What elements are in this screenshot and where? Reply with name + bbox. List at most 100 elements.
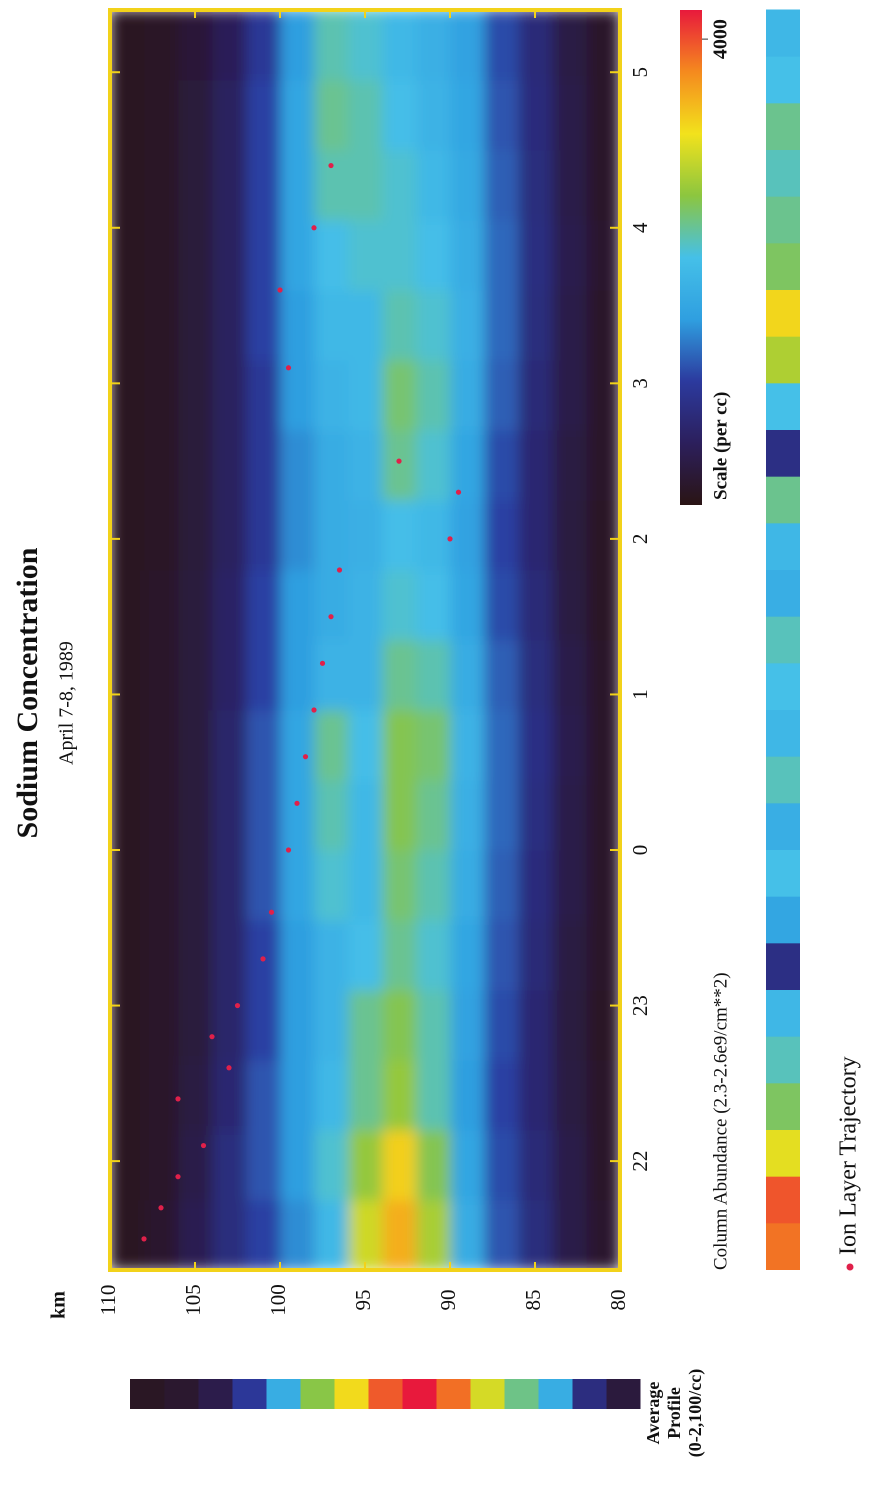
column-abundance-cell <box>766 990 800 1037</box>
heat-cell <box>246 640 281 711</box>
legend-marker <box>847 1264 854 1271</box>
heatmap-area <box>110 10 621 1271</box>
average-profile-cell <box>232 1379 267 1409</box>
heat-cell <box>280 150 315 221</box>
column-abundance-cell <box>766 10 800 57</box>
heat-cell <box>348 220 383 291</box>
heat-cell <box>212 780 247 851</box>
heat-cell <box>450 570 485 641</box>
trajectory-point <box>269 910 274 915</box>
heat-cell <box>518 640 553 711</box>
heat-cell <box>552 1130 587 1201</box>
heat-cell <box>586 780 621 851</box>
heat-cell <box>416 500 451 571</box>
trajectory-point <box>286 847 291 852</box>
trajectory-point <box>141 1236 146 1241</box>
heat-cell <box>518 1060 553 1131</box>
heat-cell <box>518 10 553 81</box>
heat-cell <box>280 1130 315 1201</box>
heat-cell <box>416 150 451 221</box>
heat-cell <box>144 500 179 571</box>
trajectory-point <box>328 614 333 619</box>
column-abundance-cell <box>766 196 800 243</box>
colorbar <box>680 10 702 505</box>
heat-cell <box>518 920 553 991</box>
heat-cell <box>212 1200 247 1271</box>
rotated-figure: Sodium Concentration April 7-8, 1989 km … <box>11 10 862 1458</box>
trajectory-point <box>175 1174 180 1179</box>
heat-cell <box>280 990 315 1061</box>
x-tick-label: 22 <box>628 1151 652 1172</box>
trajectory-point <box>456 490 461 495</box>
heat-cell <box>212 990 247 1061</box>
column-abundance-cell <box>766 1176 800 1223</box>
heat-cell <box>348 1200 383 1271</box>
average-profile-label: Profile <box>664 1387 684 1439</box>
heat-cell <box>586 1060 621 1131</box>
heat-cell <box>280 290 315 361</box>
column-abundance-cell <box>766 383 800 430</box>
heat-cell <box>348 150 383 221</box>
heat-cell <box>484 710 519 781</box>
heat-cell <box>518 1130 553 1201</box>
heat-cell <box>518 990 553 1061</box>
heat-cell <box>178 780 213 851</box>
heat-cell <box>552 80 587 151</box>
heat-cell <box>246 500 281 571</box>
heat-cell <box>280 10 315 81</box>
heat-cell <box>382 290 417 361</box>
heat-cell <box>212 150 247 221</box>
column-abundance-cell <box>766 570 800 617</box>
heat-cell <box>280 710 315 781</box>
heat-cell <box>450 1200 485 1271</box>
heat-cell <box>348 290 383 361</box>
heat-cell <box>348 920 383 991</box>
heat-cell <box>110 1130 145 1201</box>
heat-cell <box>212 290 247 361</box>
heat-cell <box>450 290 485 361</box>
heat-cell <box>110 780 145 851</box>
heat-cell <box>212 850 247 921</box>
heat-cell <box>518 430 553 501</box>
column-abundance-cell <box>766 336 800 383</box>
heat-cell <box>552 290 587 361</box>
heat-cell <box>212 360 247 431</box>
heat-cell <box>450 80 485 151</box>
average-profile-cell <box>368 1379 403 1409</box>
heat-cell <box>178 990 213 1061</box>
heat-cell <box>348 10 383 81</box>
heat-cell <box>484 990 519 1061</box>
heat-cell <box>280 920 315 991</box>
y-tick-label: 80 <box>606 1290 630 1311</box>
heat-cell <box>144 990 179 1061</box>
heat-cell <box>110 80 145 151</box>
column-abundance-cell <box>766 896 800 943</box>
heat-cell <box>416 1130 451 1201</box>
average-profile-cell <box>504 1379 539 1409</box>
heat-cell <box>178 710 213 781</box>
heat-cell <box>416 290 451 361</box>
heat-cell <box>484 430 519 501</box>
column-abundance-label: Column Abundance (2.3-2.6e9/cm**2) <box>710 972 731 1270</box>
chart-title: Sodium Concentration <box>11 547 44 838</box>
x-tick-label: 23 <box>628 995 652 1016</box>
average-profile-cell <box>606 1379 641 1409</box>
heat-cell <box>586 360 621 431</box>
heat-cell <box>450 1060 485 1131</box>
trajectory-point <box>396 459 401 464</box>
heat-cell <box>144 360 179 431</box>
heat-cell <box>484 640 519 711</box>
heat-cell <box>382 220 417 291</box>
heat-cell <box>280 850 315 921</box>
heat-cell <box>314 500 349 571</box>
heat-cell <box>552 710 587 781</box>
heat-cell <box>110 430 145 501</box>
heat-cell <box>552 10 587 81</box>
heat-cell <box>144 710 179 781</box>
heat-cell <box>314 570 349 641</box>
heat-cell <box>518 850 553 921</box>
x-tick-label: 1 <box>628 689 652 700</box>
x-tick-label: 3 <box>628 378 652 389</box>
heat-cell <box>144 10 179 81</box>
average-profile-label: (0-2,100/cc) <box>685 1369 706 1457</box>
